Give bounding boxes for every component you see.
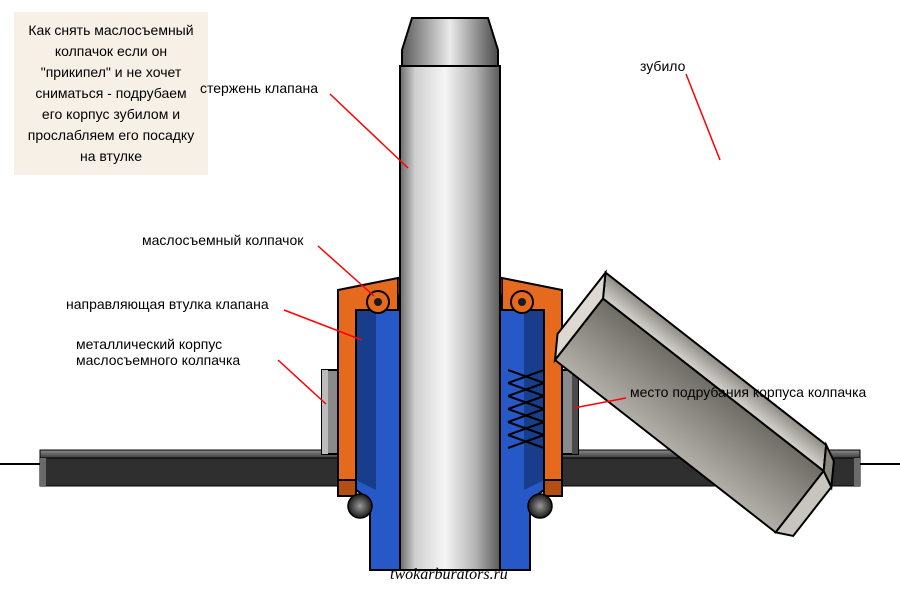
garter-ring-right (511, 291, 533, 313)
label-cap: маслосъемный колпачок (142, 232, 303, 248)
watermark: twokarburators.ru (390, 566, 508, 584)
label-guide: направляющая втулка клапана (66, 296, 269, 312)
label-stem: стержень клапана (200, 80, 318, 96)
ball-left (348, 494, 372, 518)
label-chisel: зубило (640, 58, 685, 74)
label-cut-spot: место подрубания корпуса колпачка (630, 384, 880, 400)
angle-bar-left (0, 450, 340, 486)
garter-ring-left (367, 291, 389, 313)
chisel (544, 273, 850, 543)
label-metal-body: металлический корпус маслосъемного колпа… (76, 336, 286, 368)
ball-right (528, 494, 552, 518)
valve-stem (400, 18, 500, 570)
